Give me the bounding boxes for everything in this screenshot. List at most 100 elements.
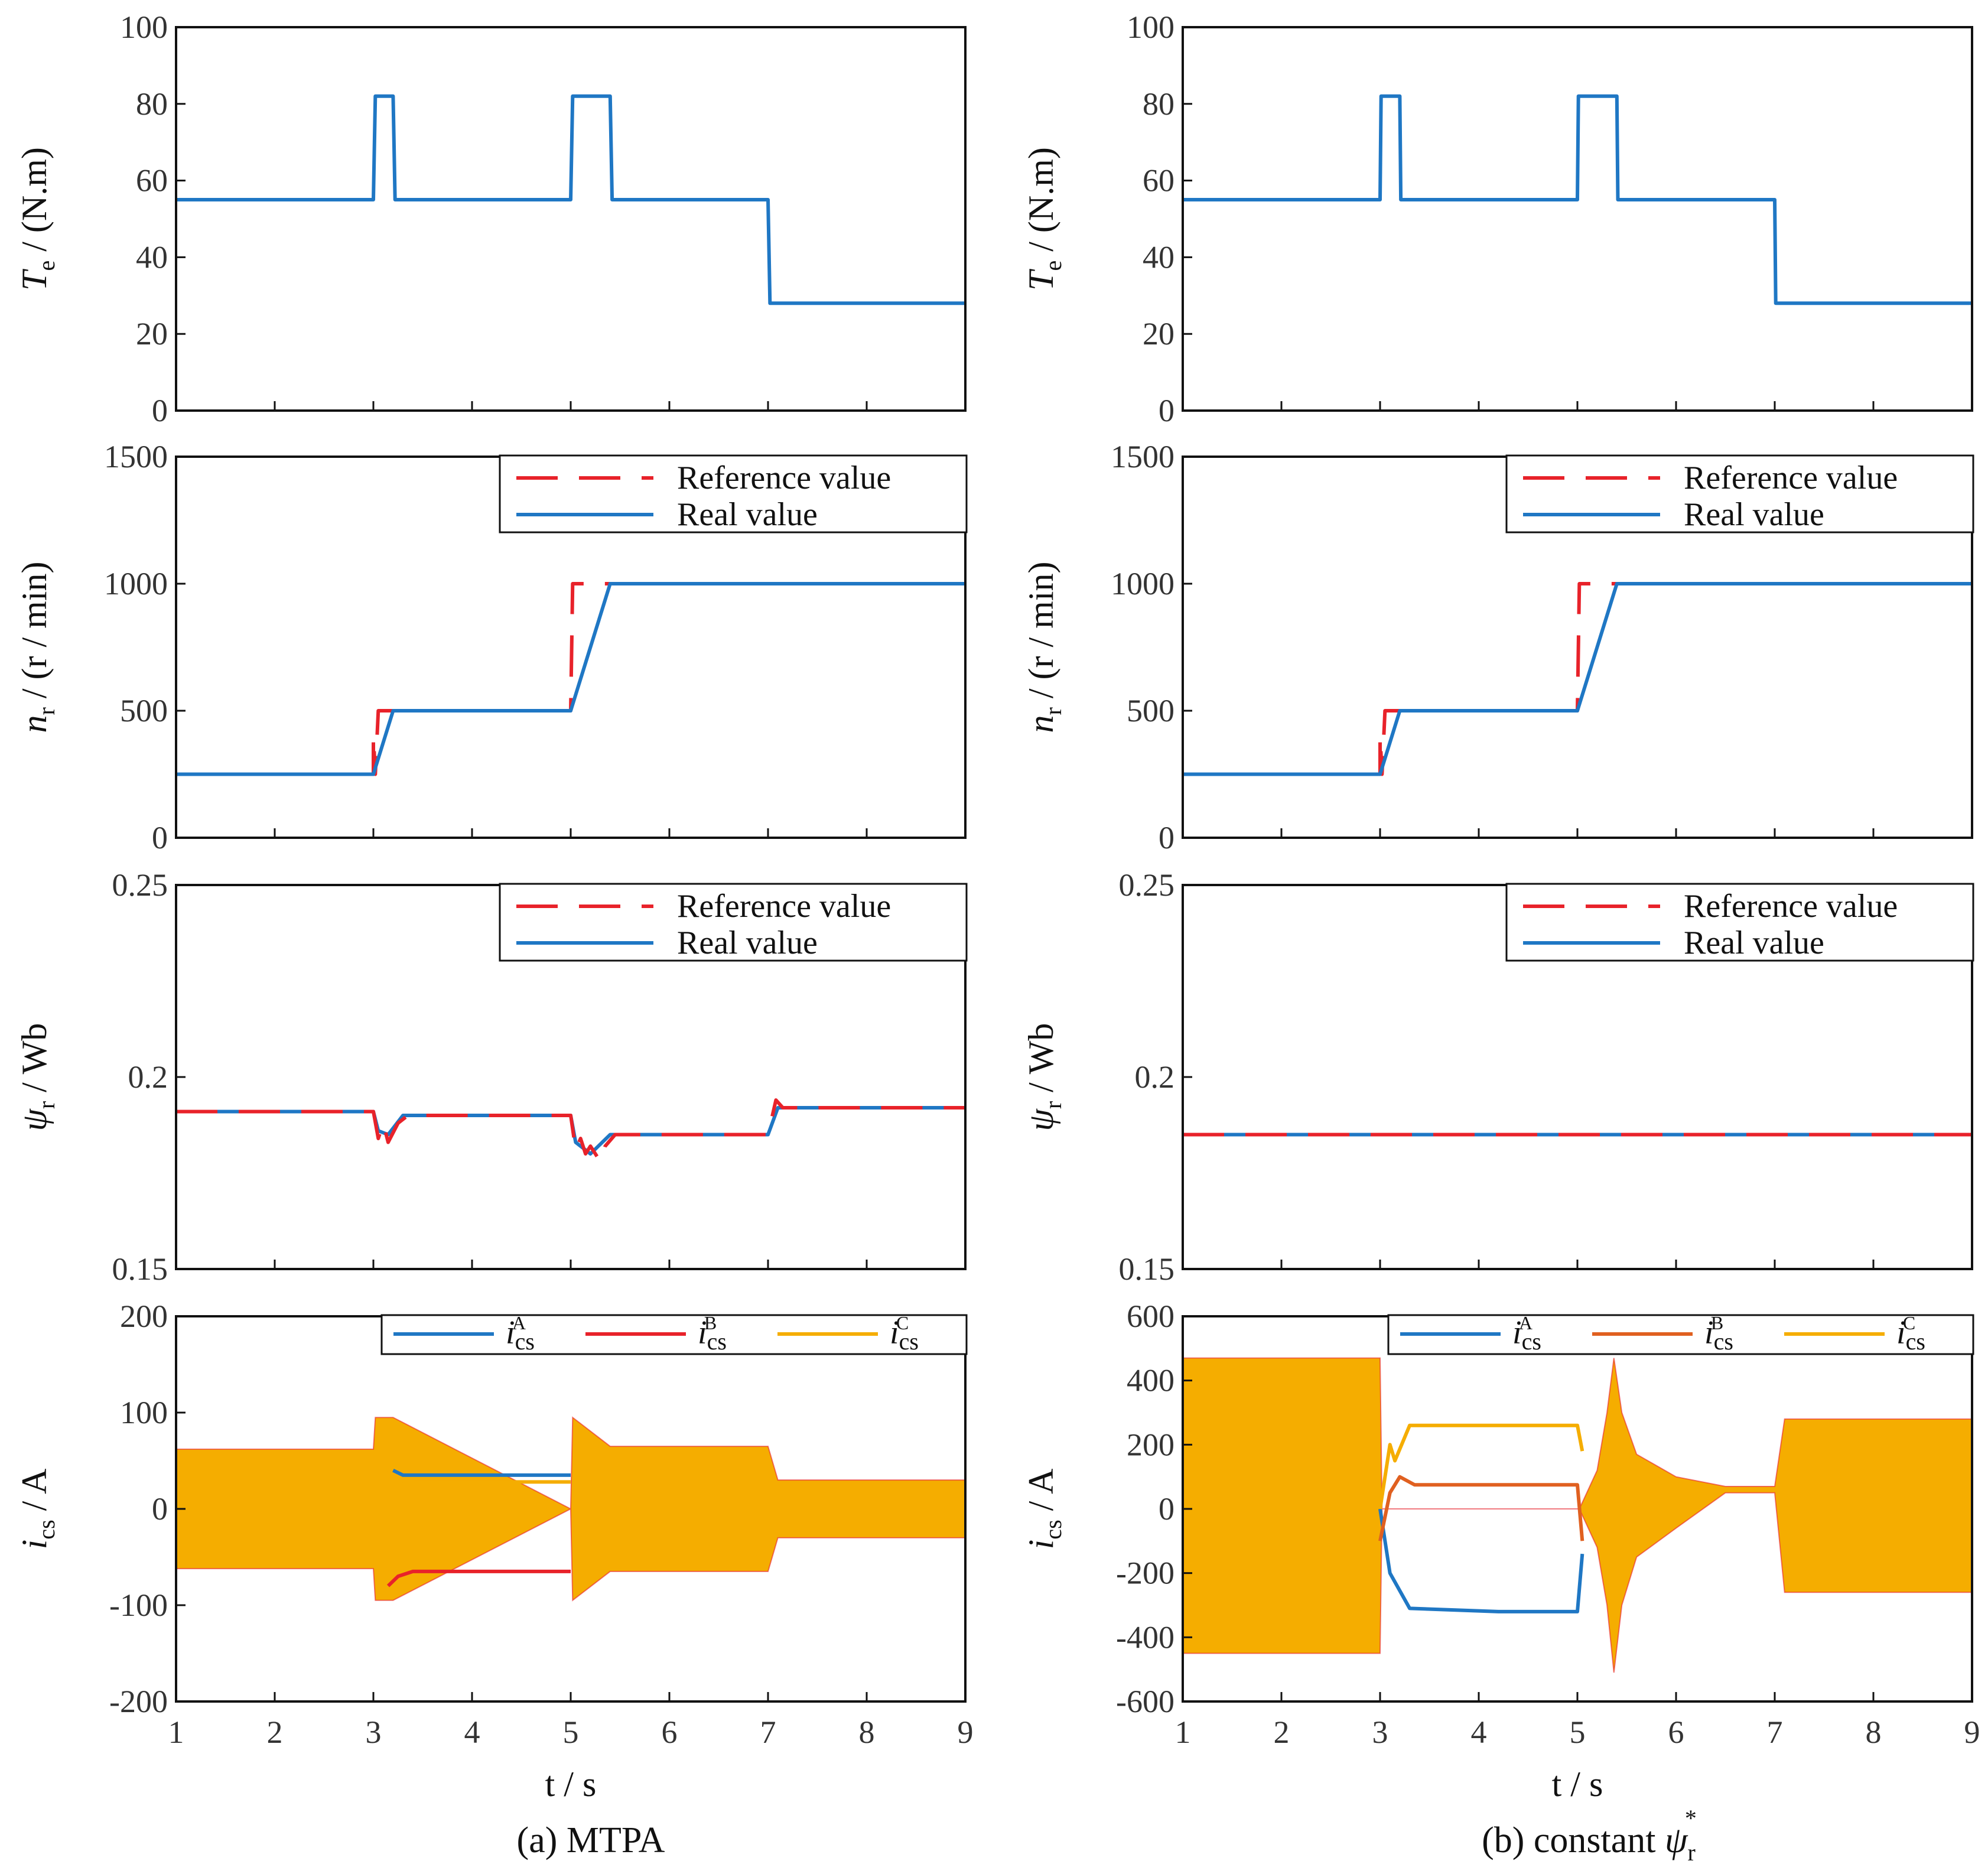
y-tick-label: 400 (1127, 1363, 1174, 1398)
legend-label-reference: Reference value (677, 460, 891, 496)
series-line-0 (392, 1469, 571, 1477)
y-tick-label: 80 (136, 86, 168, 122)
y-tick-label: 500 (1127, 693, 1174, 728)
legend-label: icsC (1896, 1312, 1925, 1355)
legend-label: icsB (1704, 1312, 1733, 1355)
y-label-unit: / (r / min) (15, 562, 54, 708)
y-tick-label: 600 (1127, 1299, 1174, 1334)
legend-label: icsB (698, 1312, 727, 1355)
legend-sup: C (1903, 1312, 1915, 1333)
y-tick-label: 0.25 (1119, 867, 1175, 903)
x-tick-label: 4 (1471, 1714, 1487, 1750)
x-tick-label: 1 (168, 1714, 184, 1750)
y-tick-label: 60 (1143, 163, 1174, 199)
caption-a: (a) MTPA (517, 1820, 665, 1860)
y-tick-label: -200 (1116, 1556, 1174, 1591)
y-tick-label: -600 (1116, 1684, 1174, 1719)
x-tick-label: 3 (1372, 1714, 1388, 1750)
y-tick-label: 0.15 (112, 1251, 168, 1287)
plot-area (176, 582, 965, 776)
legend-sub: cs (1522, 1328, 1541, 1355)
legend-sup: B (704, 1312, 717, 1333)
y-tick-label: 100 (1127, 9, 1174, 45)
y-tick-label: 80 (1143, 86, 1174, 122)
y-tick-label: 60 (136, 163, 168, 199)
y-label-symbol: T (1021, 269, 1060, 291)
y-tick-label: 1000 (104, 566, 168, 601)
x-tick-label: 9 (958, 1714, 974, 1750)
x-tick-label: 9 (1964, 1714, 1980, 1750)
y-label-unit: / (r / min) (1021, 562, 1060, 708)
axes-box (1182, 26, 1973, 412)
y-tick-label: 0.2 (128, 1059, 168, 1095)
y-label-symbol: T (15, 269, 54, 291)
y-tick-label: 0 (152, 393, 168, 428)
y-tick-label: 0 (152, 1491, 168, 1527)
y-label-sub: cs (33, 1520, 60, 1539)
series-line-1 (1378, 1475, 1584, 1541)
series-line-1 (386, 1569, 571, 1587)
y-label-symbol: n (15, 715, 54, 733)
y-tick-label: 0.2 (1135, 1059, 1175, 1095)
legend-box (499, 883, 968, 962)
chart-panel-b-3: -600 -400 -200 0 200 400 600 1 2 3 4 5 6 7 8 9 t / s ics … (1021, 1299, 1980, 1804)
y-label-sub: cs (1040, 1520, 1066, 1539)
plot-area (176, 1098, 965, 1163)
series-line-1 (176, 582, 965, 776)
x-tick-label: 8 (1866, 1714, 1882, 1750)
current-oscillation-envelope (176, 1416, 965, 1602)
x-tick-label: 8 (859, 1714, 875, 1750)
legend-label-reference: Reference value (1684, 460, 1898, 496)
series-line-1 (176, 1098, 965, 1163)
y-axis-label: nr / (r / min) (1021, 562, 1066, 733)
y-tick-label: 1500 (1111, 439, 1174, 474)
legend-box (1505, 883, 1974, 962)
x-tick-label: 6 (662, 1714, 678, 1750)
x-tick-label: 1 (1175, 1714, 1191, 1750)
series-line-1 (1183, 582, 1972, 776)
y-tick-label: 1500 (104, 439, 168, 474)
x-tick-label: 6 (1668, 1714, 1684, 1750)
y-axis-label: ics / A (1021, 1469, 1066, 1550)
series-line-0 (176, 94, 965, 305)
legend-sup: C (896, 1312, 909, 1333)
y-tick-label: 0.15 (1119, 1251, 1175, 1287)
legend-sub: cs (899, 1328, 919, 1355)
y-axis-label: Te / (N.m) (1021, 147, 1066, 291)
legend-box (1505, 454, 1974, 533)
series-line-0 (1183, 94, 1972, 305)
series-line-2 (1378, 1423, 1584, 1509)
axes-box (175, 26, 967, 412)
y-label-sub: e (33, 261, 60, 271)
legend-label: icsC (890, 1312, 919, 1355)
legend-label-real: Real value (677, 925, 818, 961)
legend-label-real: Real value (1684, 496, 1824, 533)
y-label-symbol: i (1021, 1540, 1060, 1550)
y-label-sub: r (1040, 1101, 1066, 1109)
y-tick-label: 200 (1127, 1427, 1174, 1462)
legend-sup: A (512, 1312, 526, 1333)
y-label-symbol: n (1021, 715, 1060, 733)
legend-box (499, 454, 968, 533)
y-tick-label: 20 (136, 316, 168, 352)
y-axis-label: ψr / Wb (15, 1023, 60, 1131)
y-tick-label: 40 (136, 239, 168, 275)
plot-area (1183, 1357, 1972, 1673)
y-axis-label: ics / A (15, 1469, 60, 1550)
x-tick-label: 5 (563, 1714, 579, 1750)
y-tick-label: 100 (120, 1395, 168, 1430)
y-tick-label: 0.25 (112, 867, 168, 903)
y-tick-label: 0 (152, 820, 168, 855)
y-axis-label: Te / (N.m) (15, 147, 60, 291)
x-tick-label: 5 (1570, 1714, 1586, 1750)
y-label-unit: / (N.m) (15, 147, 54, 261)
y-tick-label: 1000 (1111, 566, 1174, 601)
legend-label-reference: Reference value (1684, 888, 1898, 925)
